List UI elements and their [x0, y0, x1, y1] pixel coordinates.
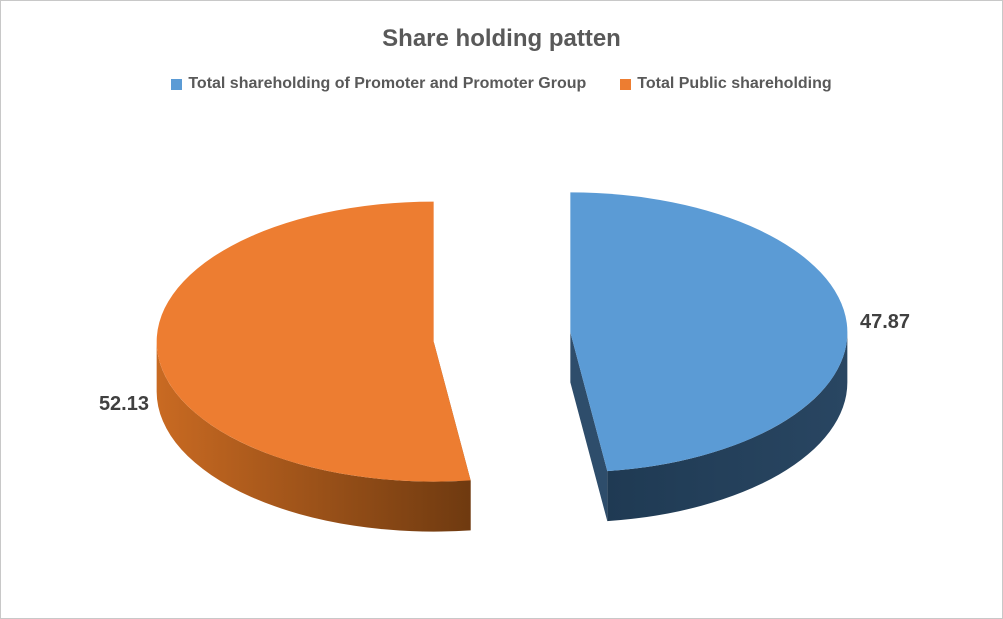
chart-title: Share holding patten: [382, 25, 621, 52]
legend-item-public[interactable]: Total Public shareholding: [620, 75, 832, 93]
legend-label-promoter: Total shareholding of Promoter and Promo…: [188, 75, 587, 92]
pie-slice-promoter-rim: [607, 332, 848, 522]
pie-slice-public[interactable]: [156, 201, 471, 532]
pie-slice-promoter-top: [570, 192, 848, 472]
data-label-public: 52.13: [98, 393, 149, 415]
legend-item-promoter[interactable]: Total shareholding of Promoter and Promo…: [171, 75, 586, 93]
legend-swatch-public-icon: [620, 78, 632, 90]
pie-slice-promoter[interactable]: [570, 192, 848, 522]
legend-swatch-promoter-icon: [171, 78, 183, 90]
legend: Total shareholding of Promoter and Promo…: [1, 75, 1002, 93]
pie-slice-promoter-cut-face: [570, 332, 608, 522]
pie-slice-public-top: [156, 201, 471, 482]
legend-label-public: Total Public shareholding: [637, 75, 832, 92]
data-label-promoter: 47.87: [860, 311, 911, 333]
pie-slice-public-rim: [156, 341, 471, 532]
